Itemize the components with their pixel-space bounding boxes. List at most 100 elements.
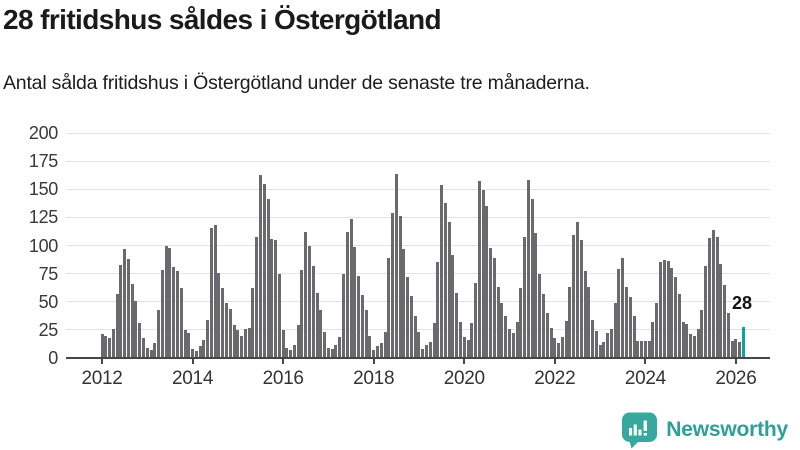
bar	[330, 349, 334, 358]
y-axis-label: 50	[38, 291, 59, 312]
newsworthy-logo: Newsworthy	[621, 411, 788, 449]
bar	[138, 323, 142, 358]
bar	[111, 328, 115, 358]
bar	[575, 221, 579, 358]
bar	[221, 288, 225, 358]
bar	[160, 270, 164, 358]
bar	[417, 332, 421, 358]
bar	[172, 266, 176, 358]
bar	[179, 288, 183, 358]
bar	[145, 347, 149, 358]
bar	[100, 334, 104, 358]
bar	[489, 247, 493, 358]
bar	[202, 340, 206, 358]
bar	[708, 237, 712, 358]
bar	[485, 206, 489, 358]
y-axis-label: 200	[28, 123, 58, 143]
bar-highlighted	[741, 326, 745, 358]
bar	[692, 335, 696, 358]
bar	[696, 328, 700, 358]
bar	[247, 327, 251, 358]
bar	[232, 325, 236, 358]
bar	[353, 246, 357, 358]
page-title: 28 fritidshus såldes i Östergötland	[3, 4, 442, 35]
latest-value-label: 28	[732, 293, 753, 313]
bar	[508, 328, 512, 358]
gridline	[66, 188, 770, 190]
x-axis-tick	[372, 359, 375, 364]
bar	[360, 295, 364, 358]
bar	[515, 322, 519, 358]
bar	[228, 308, 232, 358]
bar	[523, 236, 527, 358]
bar	[474, 282, 478, 358]
bar	[658, 262, 662, 358]
bar	[440, 184, 444, 358]
x-axis-tick	[463, 359, 466, 364]
bar	[213, 225, 217, 358]
bar	[636, 341, 640, 358]
bar	[115, 293, 119, 358]
gridline	[66, 245, 770, 246]
bar	[266, 199, 270, 358]
bar	[719, 263, 723, 358]
bar	[738, 342, 742, 358]
bar	[496, 287, 500, 358]
bar	[164, 245, 168, 358]
bar	[689, 334, 693, 358]
bar	[519, 288, 523, 358]
bar	[643, 341, 647, 358]
gridline	[66, 216, 770, 218]
bar	[119, 264, 123, 358]
x-axis-label: 2026	[715, 368, 757, 389]
bar	[481, 190, 485, 358]
bar	[258, 174, 262, 358]
bar	[670, 268, 674, 358]
y-axis-label: 75	[38, 263, 59, 284]
bar	[175, 271, 179, 358]
bar	[451, 254, 455, 358]
bar	[134, 300, 138, 358]
bar	[677, 293, 681, 358]
x-axis-tick	[191, 359, 194, 364]
bar	[662, 260, 666, 358]
bar	[613, 302, 617, 358]
x-axis-label: 2024	[624, 368, 666, 389]
bar	[289, 350, 293, 358]
y-axis-label: 175	[28, 151, 58, 172]
bar	[243, 328, 247, 358]
bar	[183, 329, 187, 358]
bar	[270, 238, 274, 358]
x-axis-tick	[101, 359, 103, 364]
bar	[338, 336, 342, 358]
bar	[443, 202, 447, 358]
bar	[368, 335, 372, 358]
bar	[579, 239, 583, 358]
bar	[357, 275, 361, 358]
bar	[240, 335, 244, 358]
bar	[711, 229, 715, 358]
bar	[534, 233, 538, 358]
bar	[704, 265, 708, 358]
bar	[345, 232, 349, 358]
bar	[628, 297, 632, 358]
gridline	[66, 160, 770, 162]
bar	[734, 338, 738, 358]
bar	[187, 333, 191, 358]
bar	[594, 331, 598, 358]
bar	[587, 287, 591, 358]
bar	[549, 327, 553, 358]
newsworthy-wordmark: Newsworthy	[666, 418, 788, 441]
bar	[255, 236, 259, 358]
bar	[553, 337, 557, 358]
bar	[583, 271, 587, 358]
bar	[455, 292, 459, 358]
bar	[674, 277, 678, 358]
bar	[598, 344, 602, 358]
bar	[198, 345, 202, 358]
bar	[432, 323, 436, 358]
bar	[104, 335, 108, 358]
bar	[572, 235, 576, 358]
bar	[700, 309, 704, 358]
